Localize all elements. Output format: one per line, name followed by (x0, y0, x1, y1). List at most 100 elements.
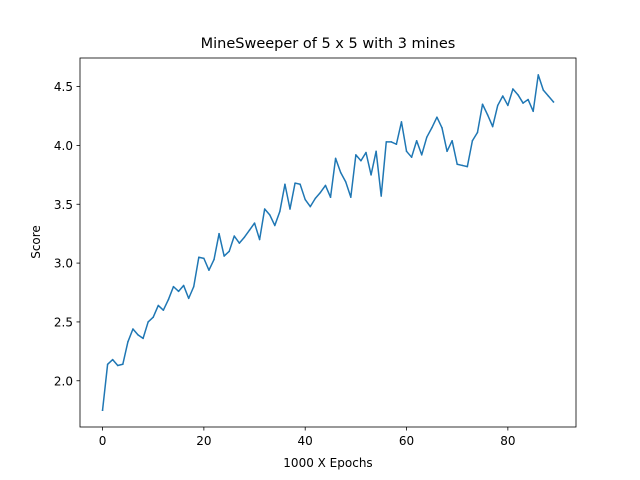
data-point (360, 159, 362, 162)
data-point (512, 88, 514, 90)
data-point (400, 121, 403, 123)
y-tick-label: 3.5 (54, 198, 73, 212)
data-point (426, 136, 428, 138)
x-tick-label: 80 (500, 434, 515, 448)
data-point (532, 110, 534, 113)
data-point (167, 298, 170, 301)
data-point (122, 363, 124, 366)
y-tick-label: 2.0 (54, 374, 73, 388)
x-tick-label: 40 (298, 434, 313, 448)
data-point (461, 164, 464, 167)
data-point (268, 214, 271, 216)
data-point (238, 242, 241, 244)
data-point (258, 238, 261, 241)
y-tick-label: 4.0 (54, 139, 73, 153)
axes-frame (79, 57, 577, 428)
data-point (405, 150, 408, 153)
data-point (289, 208, 291, 210)
data-point (223, 255, 225, 257)
y-tick-label: 3.0 (54, 257, 73, 271)
data-point (431, 127, 433, 129)
data-point (542, 89, 545, 91)
data-point (253, 222, 256, 224)
data-point (243, 236, 246, 238)
data-point (198, 256, 200, 258)
data-point (471, 139, 474, 142)
data-point (517, 94, 519, 96)
data-point (350, 196, 352, 198)
data-point (415, 139, 418, 142)
data-point (481, 103, 484, 105)
data-point (436, 116, 438, 118)
data-point (446, 150, 448, 153)
data-point (314, 197, 317, 200)
data-point (537, 74, 540, 76)
data-point (441, 127, 443, 129)
data-point (152, 316, 154, 318)
data-point (385, 141, 388, 143)
data-point (522, 102, 524, 104)
data-point (370, 174, 372, 176)
data-point (228, 250, 230, 253)
data-point (263, 208, 266, 210)
data-point (248, 229, 251, 231)
data-point (192, 285, 195, 288)
data-point (127, 341, 129, 343)
data-point (157, 304, 160, 307)
data-point (304, 198, 306, 201)
y-axis-label: Score (29, 225, 43, 259)
data-point (507, 104, 509, 107)
data-point (177, 290, 180, 293)
y-axis: 2.0 2.5 3.0 3.5 4.0 4.5 (54, 80, 80, 388)
data-point (299, 183, 301, 186)
data-point (137, 334, 139, 336)
data-point (355, 154, 357, 156)
data-point (380, 195, 382, 197)
data-point (496, 104, 499, 107)
chart-title: MineSweeper of 5 x 5 with 3 mines (201, 36, 456, 52)
data-point (101, 409, 104, 411)
data-point (309, 205, 312, 208)
x-axis: 0 20 40 60 80 (99, 427, 515, 448)
data-point (284, 183, 286, 186)
data-point (132, 328, 134, 330)
data-point (456, 163, 458, 165)
data-point (344, 181, 347, 183)
data-point (233, 235, 236, 237)
data-point (116, 364, 119, 367)
data-point (208, 269, 210, 271)
data-point (420, 154, 423, 156)
data-point (319, 191, 322, 194)
data-point (466, 165, 469, 168)
data-point (527, 98, 529, 101)
data-point (294, 182, 296, 184)
data-point (502, 95, 504, 97)
data-point (274, 224, 276, 227)
data-point (182, 284, 185, 287)
data-point (329, 196, 332, 198)
x-tick-label: 20 (196, 434, 211, 448)
data-point (365, 151, 367, 154)
y-tick-label: 2.5 (54, 315, 73, 329)
data-point (451, 139, 453, 142)
data-point (324, 184, 327, 187)
data-point (111, 358, 114, 361)
data-point (279, 210, 281, 213)
data-point (339, 171, 342, 174)
data-point (410, 156, 413, 158)
data-point (395, 143, 398, 145)
x-axis-label: 1000 X Epochs (283, 456, 372, 470)
y-tick-label: 4.5 (54, 80, 73, 94)
data-point (142, 337, 144, 340)
data-point (187, 297, 190, 300)
data-point (552, 101, 555, 103)
data-point (375, 150, 377, 153)
data-point (203, 257, 205, 260)
x-tick-label: 60 (399, 434, 414, 448)
data-point (547, 95, 550, 97)
data-point (147, 321, 149, 323)
data-point (213, 258, 215, 261)
data-point (491, 125, 494, 128)
